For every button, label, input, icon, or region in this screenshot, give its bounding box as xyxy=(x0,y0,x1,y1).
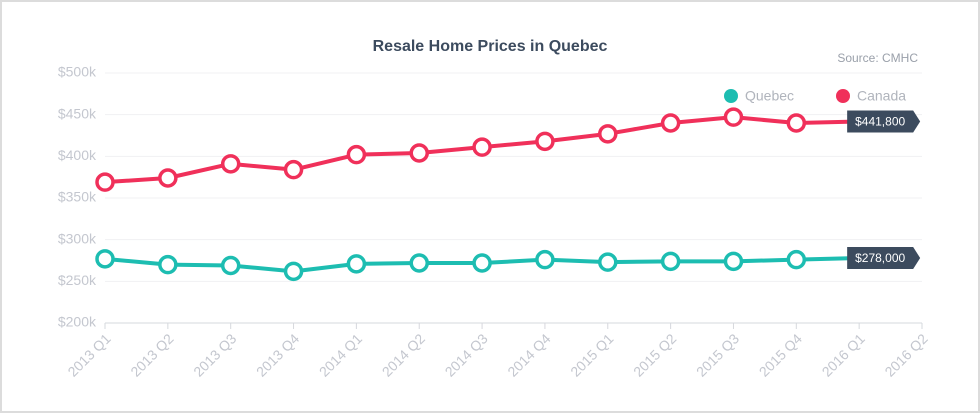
legend-swatch xyxy=(836,89,850,103)
point xyxy=(95,249,115,269)
point xyxy=(409,253,429,273)
point xyxy=(723,251,744,272)
value-label-box xyxy=(847,247,921,269)
point xyxy=(220,154,241,174)
point xyxy=(786,249,807,270)
y-tick-label: $200k xyxy=(58,314,97,330)
point xyxy=(220,255,241,276)
point xyxy=(723,107,744,127)
point xyxy=(283,261,304,282)
point xyxy=(660,113,681,133)
point xyxy=(409,143,429,163)
point xyxy=(158,168,178,188)
point xyxy=(346,254,367,274)
y-tick-label: $500k xyxy=(58,64,97,80)
point xyxy=(598,124,618,144)
point xyxy=(346,144,367,165)
value-label-box xyxy=(847,110,921,133)
point xyxy=(660,251,681,272)
source: Source: CMHC xyxy=(837,51,918,65)
point xyxy=(535,131,555,152)
y-tick-label: $300k xyxy=(58,230,97,246)
y-tick-label: $250k xyxy=(58,272,97,288)
point xyxy=(158,254,178,275)
legend-swatch xyxy=(724,89,738,103)
value-label: $278,000 xyxy=(855,251,905,265)
point xyxy=(472,137,492,157)
y-tick-label: $400k xyxy=(58,147,97,163)
chart-title: Resale Home Prices in Quebec xyxy=(373,38,608,55)
value-label: $441,800 xyxy=(855,115,905,129)
point xyxy=(535,249,555,270)
point xyxy=(472,253,492,273)
point xyxy=(598,252,618,272)
point xyxy=(283,159,304,180)
point xyxy=(95,172,115,192)
y-tick-label: $350k xyxy=(58,189,97,205)
legend-label: Quebec xyxy=(745,88,794,104)
y-tick-label: $450k xyxy=(58,105,97,121)
legend-label: Canada xyxy=(857,88,906,104)
point xyxy=(786,113,807,133)
